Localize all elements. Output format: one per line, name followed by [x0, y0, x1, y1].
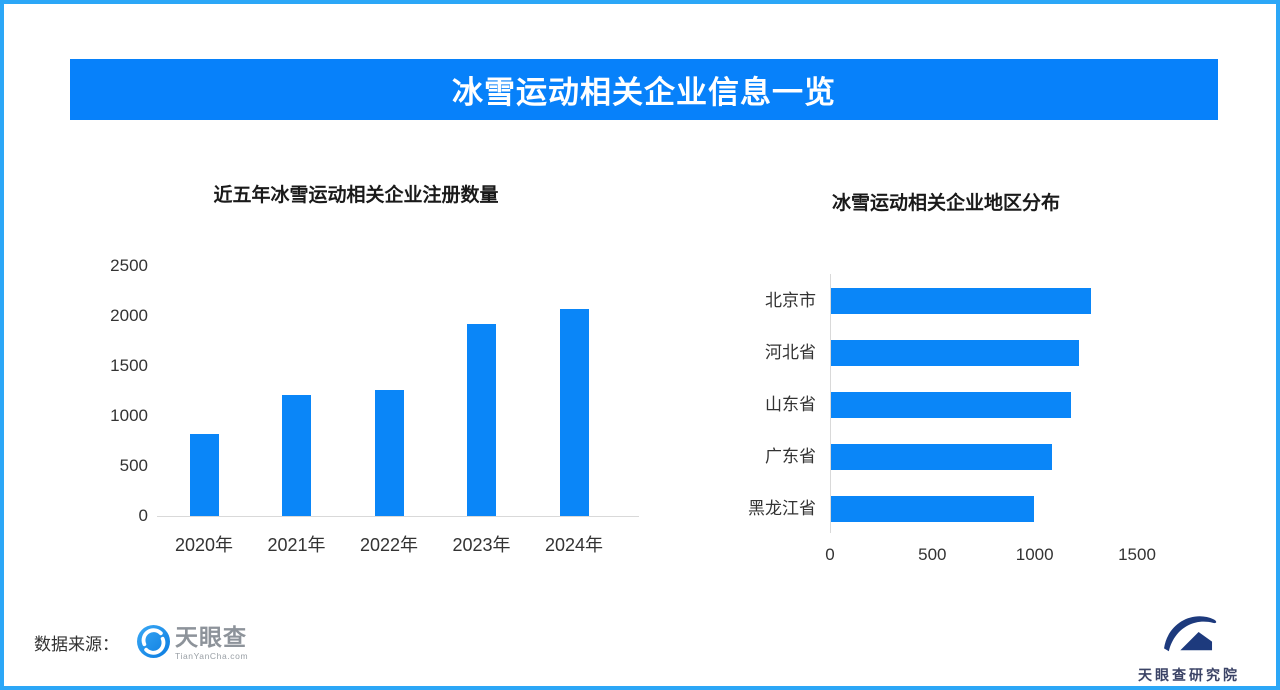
- category-label-2023年: 2023年: [452, 535, 511, 555]
- category-label-广东省: 广东省: [765, 447, 816, 466]
- bar-黑龙江省: [831, 496, 1034, 522]
- bar-2022年: [374, 390, 404, 516]
- bar-河北省: [831, 340, 1079, 366]
- bar-2024年: [559, 309, 589, 516]
- page-title-banner: 冰雪运动相关企业信息一览: [70, 59, 1218, 120]
- category-label-2024年: 2024年: [544, 535, 604, 555]
- tianyancha-name: 天眼查: [175, 624, 247, 650]
- category-label-北京市: 北京市: [765, 291, 816, 310]
- tianyancha-logo: 天眼查 TianYanCha.com: [137, 625, 248, 663]
- research-institute-name: 天眼查研究院: [1138, 667, 1240, 683]
- y-axis-tick: 1500: [110, 356, 148, 375]
- x-axis-tick: 500: [918, 545, 947, 564]
- bar-2021年: [282, 395, 311, 516]
- data-source-label: 数据来源：: [34, 635, 119, 654]
- tianyancha-research-logo: 天眼查研究院: [1137, 608, 1241, 685]
- y-axis-line: [830, 274, 831, 533]
- category-label-2021年: 2021年: [267, 535, 326, 555]
- page-title: 冰雪运动相关企业信息一览: [452, 75, 836, 110]
- y-axis-tick: 1000: [110, 406, 148, 425]
- region-chart-title: 冰雪运动相关企业地区分布: [831, 193, 1060, 214]
- category-label-河北省: 河北省: [765, 343, 816, 362]
- category-label-2022年: 2022年: [359, 535, 419, 555]
- category-label-黑龙江省: 黑龙江省: [748, 499, 816, 518]
- x-axis-tick: 0: [825, 545, 835, 564]
- research-institute-icon: [1158, 608, 1220, 661]
- category-label-2020年: 2020年: [174, 535, 234, 555]
- bar-2023年: [467, 324, 496, 516]
- y-axis-tick: 0: [138, 506, 148, 525]
- y-axis-tick: 2000: [110, 306, 148, 325]
- category-label-山东省: 山东省: [765, 395, 816, 414]
- y-axis-tick: 500: [119, 456, 148, 475]
- y-axis-tick: 2500: [110, 256, 148, 275]
- x-axis-line: [157, 516, 639, 517]
- bar-山东省: [831, 392, 1072, 418]
- tianyancha-domain: TianYanCha.com: [175, 651, 249, 661]
- bar-北京市: [831, 288, 1091, 314]
- bar-广东省: [831, 444, 1053, 470]
- bar-2020年: [189, 434, 219, 516]
- x-axis-tick: 1500: [1118, 545, 1156, 564]
- tianyancha-eye-icon: [137, 625, 170, 663]
- registration-chart-title: 近五年冰雪运动相关企业注册数量: [213, 185, 499, 206]
- x-axis-tick: 1000: [1015, 545, 1054, 564]
